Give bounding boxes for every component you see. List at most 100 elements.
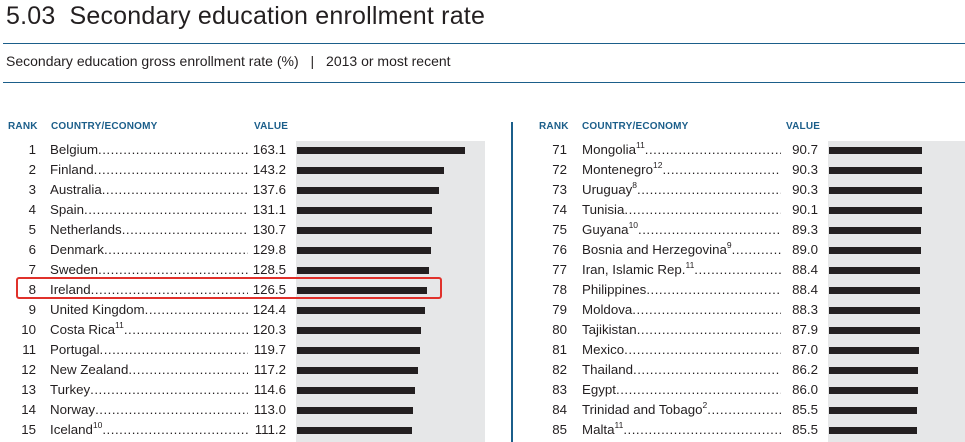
rank-label: 2 [28, 162, 36, 177]
table-row: 79 Moldova 88.3 [0, 300, 965, 320]
country-cell: Netherlands [50, 220, 248, 240]
footnote-marker: 2 [702, 400, 708, 410]
rank-label: 15 [21, 422, 36, 437]
country-name: Netherlands [50, 222, 122, 237]
leader-dots [616, 380, 781, 400]
rank-label: 4 [28, 202, 36, 217]
table-row: 2 Finland 143.2 [0, 160, 965, 180]
bar [829, 287, 921, 294]
bar [297, 287, 428, 294]
footnote-marker: 11 [115, 320, 124, 330]
country-cell: Egypt [582, 380, 781, 400]
country-cell: Finland [50, 160, 248, 180]
table-row: 75 Guyana10 89.3 [0, 220, 965, 240]
rank-label: 1 [28, 142, 36, 157]
footnote-marker: 11 [635, 140, 645, 150]
country-label: Montenegro12 [582, 160, 662, 180]
bar [297, 367, 418, 374]
value-header: VALUE [254, 121, 289, 132]
table-row: 72 Montenegro12 90.3 [0, 160, 965, 180]
leader-dots [624, 340, 781, 360]
bar [829, 387, 918, 394]
value-label: 89.0 [792, 242, 818, 257]
bar [297, 347, 421, 354]
rank-label: 74 [552, 202, 567, 217]
country-label: Spain [50, 200, 84, 220]
country-label: Australia [50, 180, 102, 200]
country-label: Netherlands [50, 220, 122, 240]
country-cell: Spain [50, 200, 248, 220]
title-text: Secondary education enrollment rate [69, 2, 486, 30]
title-rule [3, 43, 965, 44]
leader-dots [637, 180, 781, 200]
country-cell: Turkey [50, 380, 248, 400]
leader-dots [662, 160, 781, 180]
country-cell: Costa Rica11 [50, 320, 248, 340]
section-number: 5.03 [6, 2, 56, 30]
value-label: 143.2 [252, 162, 286, 177]
value-label: 126.5 [252, 282, 286, 297]
table-row: 5 Netherlands 130.7 [0, 220, 965, 240]
subtitle-unit: (%) [276, 53, 299, 69]
country-name: Moldova [582, 302, 633, 317]
country-name: Trinidad and Tobago [582, 402, 703, 417]
rank-label: 83 [552, 382, 567, 397]
value-label: 117.2 [253, 362, 286, 377]
rank-label: 84 [552, 402, 567, 417]
country-label: Mongolia11 [582, 140, 645, 160]
value-label: 137.6 [252, 182, 286, 197]
subtitle-period: 2013 or most recent [326, 53, 451, 69]
table-row: 80 Tajikistan 87.9 [0, 320, 965, 340]
leader-dots [732, 240, 781, 260]
value-label: 90.7 [792, 142, 818, 157]
country-name: Norway [50, 402, 96, 417]
country-name: Spain [50, 202, 85, 217]
country-name: Australia [50, 182, 102, 197]
rank-label: 82 [552, 362, 567, 377]
table-row: 84 Trinidad and Tobago2 85.5 [0, 400, 965, 420]
country-name: Egypt [582, 382, 617, 397]
country-name: Bosnia and Herzegovina [582, 242, 727, 257]
bar [829, 347, 919, 354]
rank-label: 12 [21, 362, 36, 377]
country-name: New Zealand [50, 362, 129, 377]
country-name: Tajikistan [582, 322, 637, 337]
footnote-marker: 10 [92, 420, 103, 430]
country-name: Tunisia [582, 202, 625, 217]
bar [297, 307, 426, 314]
country-name: Costa Rica [50, 322, 116, 337]
value-label: 85.5 [792, 402, 818, 417]
country-name: Iceland [50, 422, 93, 437]
country-label: Norway [50, 400, 95, 420]
table-row: 15 Iceland10 111.2 [0, 420, 965, 440]
table-row: 76 Bosnia and Herzegovina9 89.0 [0, 240, 965, 260]
value-label: 124.4 [252, 302, 286, 317]
country-label: Egypt [582, 380, 616, 400]
country-cell: Belgium [50, 140, 248, 160]
table-row: 10 Costa Rica11 120.3 [0, 320, 965, 340]
value-label: 86.0 [792, 382, 818, 397]
country-cell: Philippines [582, 280, 781, 300]
table-row: 4 Spain 131.1 [0, 200, 965, 220]
bar [297, 147, 465, 154]
country-header: COUNTRY/ECONOMY [582, 121, 689, 132]
rank-label: 72 [552, 162, 567, 177]
value-label: 119.7 [253, 342, 286, 357]
value-label: 88.3 [792, 302, 818, 317]
footnote-marker: 11 [685, 260, 695, 270]
country-label: Mexico [582, 340, 624, 360]
rank-label: 71 [552, 142, 567, 157]
country-cell: Tajikistan [582, 320, 781, 340]
table-row: 77 Iran, Islamic Rep.11 88.4 [0, 260, 965, 280]
bar [297, 187, 439, 194]
country-name: Portugal [50, 342, 100, 357]
rank-label: 85 [552, 422, 567, 437]
table-row: 9 United Kingdom 124.4 [0, 300, 965, 320]
leader-dots [624, 200, 781, 220]
country-cell: United Kingdom [50, 300, 248, 320]
rank-label: 9 [28, 302, 36, 317]
leader-dots [623, 420, 781, 440]
rank-label: 7 [28, 262, 36, 277]
country-label: Tunisia [582, 200, 624, 220]
bar [297, 207, 433, 214]
